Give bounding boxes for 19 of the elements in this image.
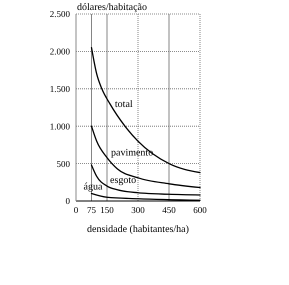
x-axis-title: densidade (habitantes/ha)	[87, 224, 189, 235]
line-series	[90, 47, 201, 174]
x-tick-label: 150	[100, 205, 114, 215]
y-tick-label: 2.500	[50, 9, 70, 20]
y-tick-label: 500	[56, 158, 70, 169]
y-tick-label: 1.500	[50, 84, 70, 94]
x-tick-label: 600	[193, 205, 208, 215]
y-tick-label: 2.000	[50, 46, 70, 57]
x-tick-label: 75	[87, 205, 96, 215]
y-tick-label: 0	[66, 196, 70, 206]
y-axis-title: dólares/habitação	[77, 2, 147, 13]
y-tick-label: 1.000	[50, 121, 70, 132]
x-tick-label: 300	[131, 205, 146, 215]
x-tick-label: 0	[74, 205, 79, 215]
series-label: pavimento	[111, 148, 154, 159]
series-label: esgoto	[110, 175, 136, 186]
x-tick-label: 450	[162, 205, 176, 215]
series-label: água	[84, 182, 103, 193]
series-label: total	[114, 98, 133, 110]
